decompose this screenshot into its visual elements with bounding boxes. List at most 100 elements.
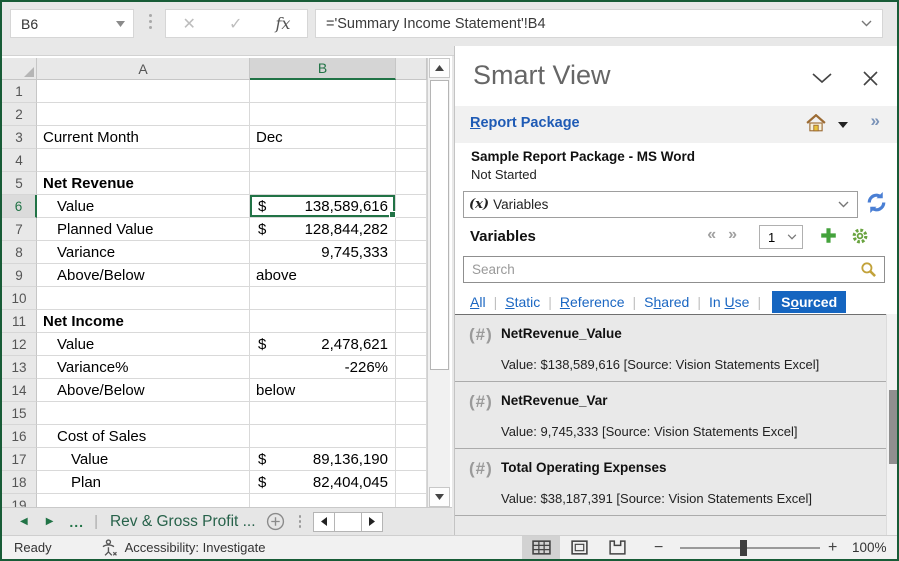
zoom-out-icon[interactable]: −	[654, 538, 664, 556]
variable-item[interactable]: (#) NetRevenue_Var Value: 9,745,333 [Sourc…	[455, 382, 887, 449]
report-package-link[interactable]: Report Package	[470, 115, 580, 131]
row-header-12[interactable]: 12	[2, 333, 37, 356]
cell-C11[interactable]	[396, 310, 427, 333]
select-all-corner[interactable]	[2, 58, 37, 80]
row-header-10[interactable]: 10	[2, 287, 37, 310]
cell-C6[interactable]	[396, 195, 427, 218]
cell-A3[interactable]: Current Month	[37, 126, 250, 149]
cancel-icon[interactable]: ✕	[182, 15, 196, 33]
add-variable-icon[interactable]	[820, 227, 837, 244]
cell-A19[interactable]	[37, 494, 250, 507]
home-icon[interactable]	[806, 114, 826, 132]
variable-item[interactable]: (#) NetRevenue_Value Value: $138,589,616 […	[455, 315, 887, 382]
panel-collapse-icon[interactable]	[811, 72, 833, 84]
prev-sheet-icon[interactable]: ◀	[20, 516, 28, 527]
home-dropdown-icon[interactable]	[838, 122, 848, 128]
row-header-19[interactable]: 19	[2, 494, 37, 507]
cell-A4[interactable]	[37, 149, 250, 172]
cell-A12[interactable]: Value	[37, 333, 250, 356]
horizontal-scroll-thumb[interactable]	[335, 511, 362, 532]
search-icon[interactable]	[860, 261, 877, 278]
cell-B18[interactable]: $82,404,045	[250, 471, 396, 494]
cell-C4[interactable]	[396, 149, 427, 172]
cell-C5[interactable]	[396, 172, 427, 195]
column-header-b[interactable]: B	[250, 58, 396, 80]
search-input[interactable]: Search	[463, 256, 885, 283]
cell-A17[interactable]: Value	[37, 448, 250, 471]
insert-function-icon[interactable]: fx	[275, 14, 291, 33]
cell-A10[interactable]	[37, 287, 250, 310]
cell-A14[interactable]: Above/Below	[37, 379, 250, 402]
cell-B14[interactable]: below	[250, 379, 396, 402]
cell-B13[interactable]: -226%	[250, 356, 396, 379]
content-selector-dropdown[interactable]: (x) Variables	[463, 191, 858, 218]
row-header-4[interactable]: 4	[2, 149, 37, 172]
formula-input[interactable]: ='Summary Income Statement'!B4	[315, 9, 883, 38]
row-header-2[interactable]: 2	[2, 103, 37, 126]
more-options-icon[interactable]: »	[870, 111, 880, 130]
row-header-14[interactable]: 14	[2, 379, 37, 402]
cell-C7[interactable]	[396, 218, 427, 241]
cell-C18[interactable]	[396, 471, 427, 494]
cell-B5[interactable]	[250, 172, 396, 195]
cell-A11[interactable]: Net Income	[37, 310, 250, 333]
row-header-18[interactable]: 18	[2, 471, 37, 494]
cell-A5[interactable]: Net Revenue	[37, 172, 250, 195]
cell-A6[interactable]: Value	[37, 195, 250, 218]
cell-A13[interactable]: Variance%	[37, 356, 250, 379]
row-header-8[interactable]: 8	[2, 241, 37, 264]
next-sheet-icon[interactable]: ▶	[45, 516, 54, 527]
cell-A15[interactable]	[37, 402, 250, 425]
row-header-9[interactable]: 9	[2, 264, 37, 287]
variable-item[interactable]: (#) Total Operating Expenses Value: $38,18…	[455, 449, 887, 516]
more-sheets-button[interactable]: ...	[69, 513, 85, 530]
cell-C8[interactable]	[396, 241, 427, 264]
cell-B16[interactable]	[250, 425, 396, 448]
add-sheet-icon[interactable]	[266, 512, 285, 531]
cell-A18[interactable]: Plan	[37, 471, 250, 494]
page-next-icon[interactable]: »	[728, 226, 749, 243]
cell-B1[interactable]	[250, 80, 396, 103]
row-header-7[interactable]: 7	[2, 218, 37, 241]
cell-B6[interactable]: $138,589,616	[250, 195, 396, 218]
panel-close-icon[interactable]	[862, 70, 879, 87]
normal-view-icon[interactable]	[522, 536, 560, 559]
cell-C19[interactable]	[396, 494, 427, 507]
row-header-16[interactable]: 16	[2, 425, 37, 448]
vertical-scroll-thumb[interactable]	[430, 80, 449, 370]
row-header-3[interactable]: 3	[2, 126, 37, 149]
cell-A9[interactable]: Above/Below	[37, 264, 250, 287]
column-header-partial[interactable]	[396, 58, 427, 80]
accessibility-status[interactable]: Accessibility: Investigate	[100, 539, 265, 556]
column-header-a[interactable]: A	[37, 58, 250, 80]
filter-in-use[interactable]: In Use	[708, 294, 750, 310]
scroll-down-icon[interactable]	[429, 487, 450, 507]
zoom-level[interactable]: 100%	[852, 540, 887, 555]
cell-C12[interactable]	[396, 333, 427, 356]
zoom-slider[interactable]	[680, 547, 820, 549]
filter-sourced[interactable]: Sourced	[772, 291, 847, 313]
formula-expand-icon[interactable]	[861, 20, 872, 27]
cell-A16[interactable]: Cost of Sales	[37, 425, 250, 448]
cell-B8[interactable]: 9,745,333	[250, 241, 396, 264]
list-scroll-thumb[interactable]	[888, 390, 897, 464]
tab-rev-gross-profit[interactable]: Rev & Gross Profit ...	[109, 512, 256, 530]
cell-B11[interactable]	[250, 310, 396, 333]
cell-C13[interactable]	[396, 356, 427, 379]
page-break-view-icon[interactable]	[598, 536, 636, 559]
cell-A8[interactable]: Variance	[37, 241, 250, 264]
cell-C9[interactable]	[396, 264, 427, 287]
row-header-11[interactable]: 11	[2, 310, 37, 333]
cell-A1[interactable]	[37, 80, 250, 103]
cell-C15[interactable]	[396, 402, 427, 425]
scroll-right-icon[interactable]	[361, 511, 384, 532]
name-box[interactable]: B6	[10, 9, 134, 38]
cell-C14[interactable]	[396, 379, 427, 402]
scroll-left-icon[interactable]	[313, 511, 336, 532]
cell-C10[interactable]	[396, 287, 427, 310]
filter-reference[interactable]: Reference	[559, 294, 625, 310]
name-box-dropdown-icon[interactable]	[116, 20, 125, 27]
cell-B7[interactable]: $128,844,282	[250, 218, 396, 241]
cell-B10[interactable]	[250, 287, 396, 310]
cell-B2[interactable]	[250, 103, 396, 126]
